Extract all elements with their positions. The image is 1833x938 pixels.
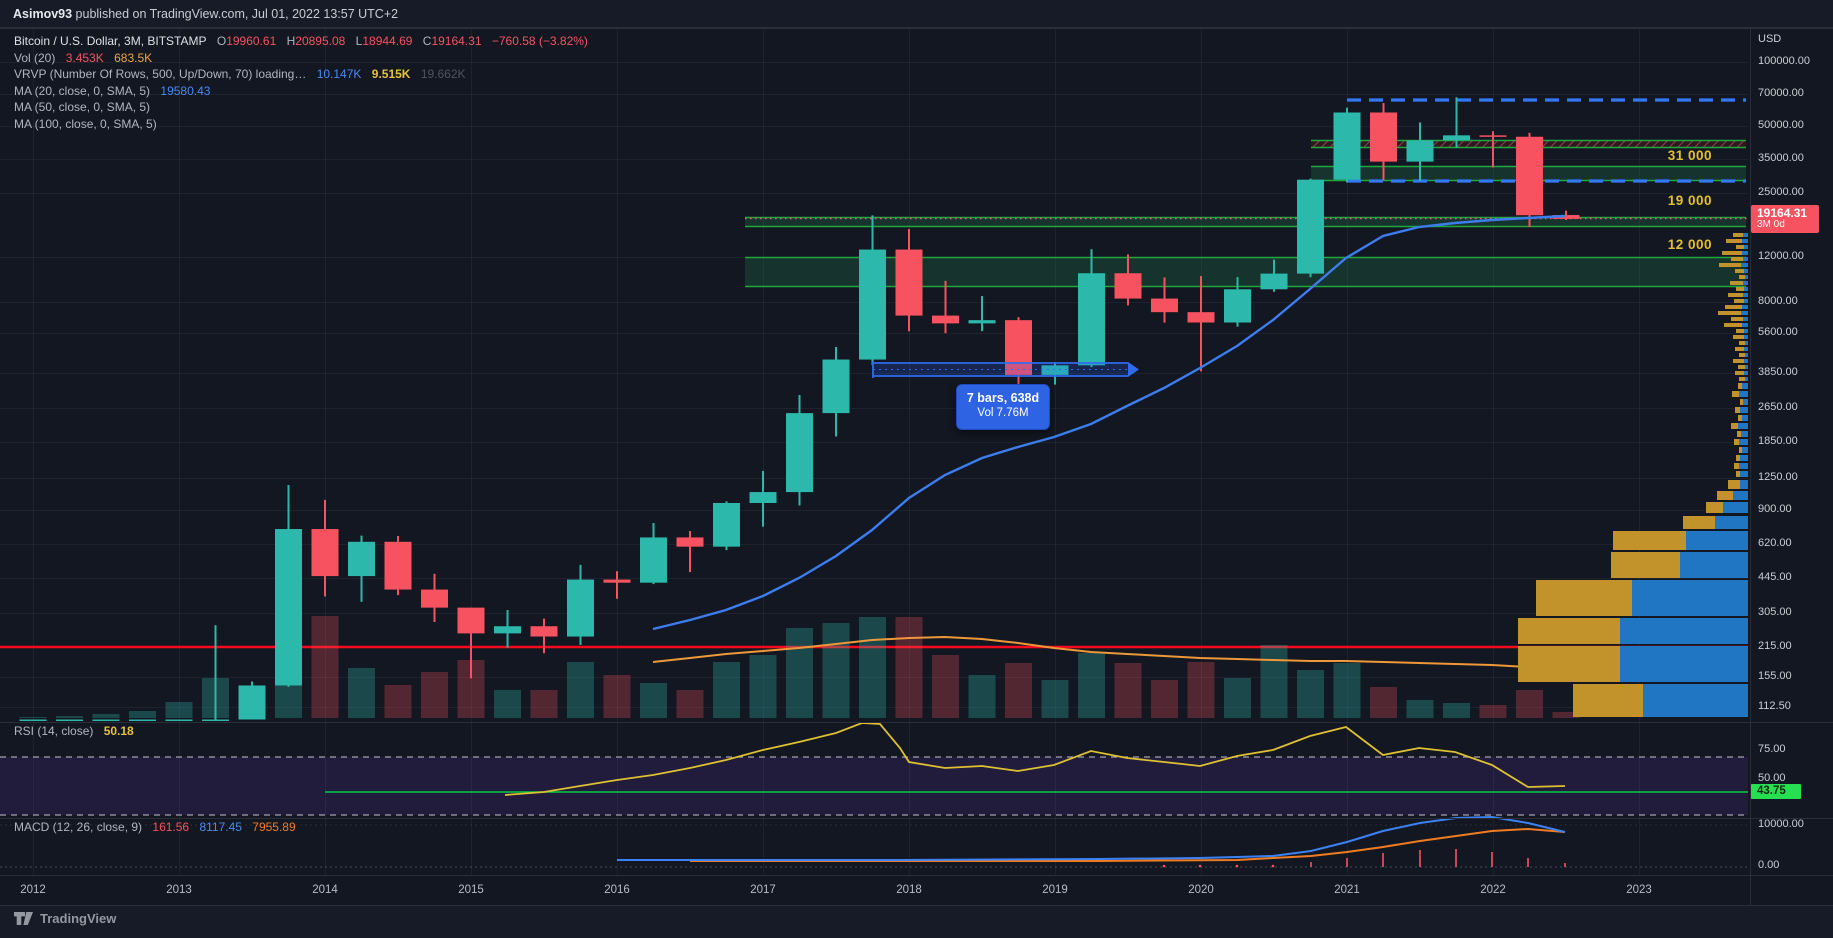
price-axis-label: 112.50 <box>1758 700 1791 712</box>
drawn-price-label[interactable]: 31 000 <box>1667 148 1712 163</box>
change-value: −760.58 (−3.82%) <box>491 34 588 48</box>
volume-bars <box>19 616 1580 718</box>
tradingview-logo-icon <box>14 912 33 925</box>
legend-ma50-row[interactable]: MA (50, close, 0, SMA, 5) <box>14 100 151 114</box>
high-value: 20895.08 <box>295 34 346 48</box>
legend-volume-row[interactable]: Vol (20) 3.453K 683.5K <box>14 50 153 65</box>
measure-volume-text: Vol 7.76M <box>977 407 1029 419</box>
year-label: 2016 <box>604 884 630 896</box>
rsi-pane-label[interactable]: RSI (14, close) 50.18 <box>14 724 134 738</box>
ma20-value: 19580.43 <box>160 83 211 98</box>
price-axis-label: 10000.00 <box>1758 818 1804 830</box>
volume-profile <box>1518 233 1748 717</box>
price-axis-label: 12000.00 <box>1758 250 1804 262</box>
year-label: 2012 <box>20 884 46 896</box>
price-axis-label: 1250.00 <box>1758 471 1798 483</box>
price-axis-label: 900.00 <box>1758 503 1792 515</box>
published-text: published on TradingView.com, Jul 01, 20… <box>72 7 399 21</box>
symbol-title[interactable]: Bitcoin / U.S. Dollar, 3M, BITSTAMP <box>14 34 207 48</box>
year-label: 2013 <box>166 884 192 896</box>
year-label: 2015 <box>458 884 484 896</box>
legend-symbol-row[interactable]: Bitcoin / U.S. Dollar, 3M, BITSTAMP O199… <box>14 34 588 48</box>
author-name: Asimov93 <box>13 7 73 21</box>
price-axis-label: 70000.00 <box>1758 87 1804 99</box>
year-label: 2014 <box>312 884 338 896</box>
price-axis-label: 50.00 <box>1758 772 1786 784</box>
year-label: 2017 <box>750 884 776 896</box>
volume-ma-value: 683.5K <box>114 50 153 65</box>
legend-ma100-row[interactable]: MA (100, close, 0, SMA, 5) <box>14 116 157 131</box>
drawn-price-label[interactable]: 19 000 <box>1667 193 1712 208</box>
year-label: 2019 <box>1042 884 1068 896</box>
open-value: 19960.61 <box>226 34 277 48</box>
time-axis[interactable]: 2012 2013 2014 2015 2016 2017 2018 2019 2020 2021… <box>0 876 1750 905</box>
price-axis-label: 0.00 <box>1758 859 1780 871</box>
price-axis-label: 35000.00 <box>1758 152 1804 164</box>
legend-vrvp-row[interactable]: VRVP (Number Of Rows, 500, Up/Down, 70) … <box>14 67 466 81</box>
price-axis-label: 2650.00 <box>1758 401 1798 413</box>
tradingview-logo-text: TradingView <box>40 911 117 926</box>
year-label: 2022 <box>1480 884 1506 896</box>
volume-value: 3.453K <box>65 50 104 65</box>
measure-tooltip: 7 bars, 638d Vol 7.76M <box>956 384 1050 430</box>
rsi-level-tag: 43.75 <box>1751 784 1801 799</box>
published-header: Asimov93 published on TradingView.com, J… <box>0 0 1833 28</box>
candlestick-series <box>19 97 1580 721</box>
price-axis[interactable]: USD 100000.00 70000.00 50000.00 35000.00 250… <box>1750 0 1833 938</box>
legend-ma20-row[interactable]: MA (20, close, 0, SMA, 5) 19580.43 <box>14 83 211 98</box>
close-value: 19164.31 <box>431 34 482 48</box>
year-label: 2018 <box>896 884 922 896</box>
measure-bars-text: 7 bars, 638d <box>966 391 1040 405</box>
footer-bar: TradingView <box>0 906 1833 938</box>
rsi-value: 50.18 <box>103 724 134 738</box>
price-axis-label: 305.00 <box>1758 606 1792 618</box>
price-axis-label: 50000.00 <box>1758 119 1804 131</box>
price-axis-label: 215.00 <box>1758 640 1792 652</box>
macd-pane-label[interactable]: MACD (12, 26, close, 9) 161.56 8117.45 7… <box>14 820 296 834</box>
price-axis-label: 8000.00 <box>1758 295 1798 307</box>
currency-label: USD <box>1758 33 1782 45</box>
low-value: 18944.69 <box>362 34 413 48</box>
year-label: 2023 <box>1626 884 1652 896</box>
price-axis-label: 155.00 <box>1758 670 1792 682</box>
price-axis-label: 620.00 <box>1758 537 1792 549</box>
drawn-price-label[interactable]: 12 000 <box>1667 237 1712 252</box>
year-label: 2021 <box>1334 884 1360 896</box>
price-axis-label: 445.00 <box>1758 571 1792 583</box>
price-axis-label: 25000.00 <box>1758 186 1804 198</box>
price-axis-label: 3850.00 <box>1758 366 1798 378</box>
tradingview-logo[interactable]: TradingView <box>13 911 116 926</box>
price-axis-label: 100000.00 <box>1758 55 1810 67</box>
year-label: 2020 <box>1188 884 1214 896</box>
price-axis-label: 5600.00 <box>1758 326 1798 338</box>
last-price-tag: 19164.31 3M 0d <box>1751 205 1819 233</box>
price-axis-label: 75.00 <box>1758 743 1786 755</box>
bar-countdown: 3M 0d <box>1757 219 1785 230</box>
price-axis-label: 1850.00 <box>1758 435 1798 447</box>
legend: Bitcoin / U.S. Dollar, 3M, BITSTAMP O199… <box>14 33 588 132</box>
